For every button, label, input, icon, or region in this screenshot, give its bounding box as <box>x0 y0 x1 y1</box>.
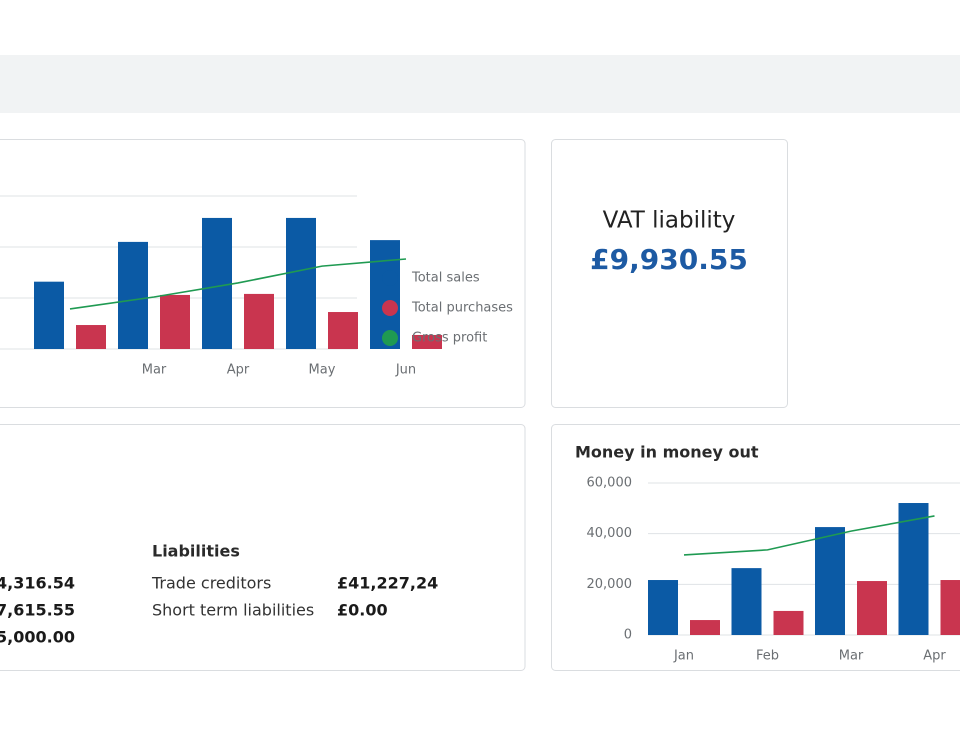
bar <box>118 241 148 349</box>
bar <box>857 581 887 635</box>
liability-label: Short term liabilities <box>152 601 314 620</box>
bar <box>328 312 358 349</box>
bar <box>370 240 400 349</box>
top-bar <box>0 55 960 113</box>
bar <box>412 334 442 349</box>
bar <box>160 294 190 349</box>
line <box>683 515 935 556</box>
y-tick-label: 20,000 <box>587 577 633 592</box>
bar <box>202 217 232 349</box>
balance-card <box>0 424 526 671</box>
x-tick-label: May <box>309 363 336 378</box>
asset-value: 5,000.00 <box>0 628 75 647</box>
bar <box>76 325 106 349</box>
x-tick-label: Mar <box>142 363 167 378</box>
x-tick-label: Jun <box>395 363 416 378</box>
legend-label: Total purchases <box>411 301 513 316</box>
x-tick-label: Apr <box>227 363 250 378</box>
line <box>69 258 407 310</box>
liability-value: £41,227,24 <box>337 574 438 593</box>
legend-label: Gross profit <box>412 331 487 346</box>
vat-amount: £9,930.55 <box>590 243 748 276</box>
vat-title: VAT liability <box>603 208 736 234</box>
legend-label: Total sales <box>411 271 480 286</box>
bar <box>731 568 762 635</box>
asset-value: 7,615.55 <box>0 601 75 620</box>
bar <box>690 620 720 635</box>
asset-value: 4,316.54 <box>0 574 75 593</box>
y-tick-label: 0 <box>624 628 632 643</box>
bar <box>773 610 804 635</box>
legend-marker <box>382 270 398 286</box>
bar <box>34 281 64 349</box>
liabilities-title: Liabilities <box>152 542 240 561</box>
legend-marker <box>382 330 398 346</box>
bar <box>286 217 316 349</box>
legend-marker <box>382 300 398 316</box>
y-tick-label: 40,000 <box>587 526 633 541</box>
liability-label: Trade creditors <box>151 574 271 593</box>
bar <box>898 503 929 635</box>
y-tick-label: 60,000 <box>587 476 633 491</box>
bar <box>815 527 845 635</box>
bar <box>244 293 274 349</box>
bar <box>648 580 678 635</box>
x-tick-label: Feb <box>756 649 779 664</box>
x-tick-label: Apr <box>923 649 946 664</box>
chart-title: Money in money out <box>575 443 759 462</box>
bar <box>940 580 960 635</box>
x-tick-label: Jan <box>673 649 694 664</box>
liability-value: £0.00 <box>337 601 388 620</box>
vat-card <box>551 139 788 408</box>
x-tick-label: Mar <box>839 649 864 664</box>
